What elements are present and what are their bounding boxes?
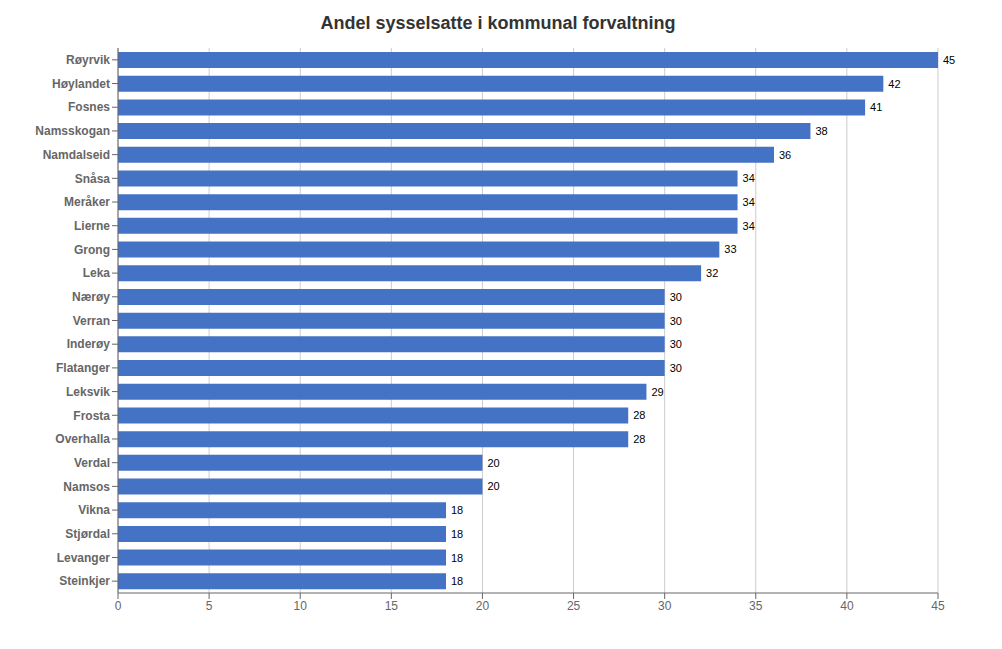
svg-text:Lierne: Lierne — [74, 219, 110, 233]
svg-text:Namdalseid: Namdalseid — [43, 148, 110, 162]
svg-text:20: 20 — [476, 599, 490, 613]
svg-text:Frosta: Frosta — [73, 409, 110, 423]
svg-text:5: 5 — [206, 599, 213, 613]
svg-text:Fosnes: Fosnes — [68, 100, 110, 114]
svg-text:20: 20 — [487, 457, 499, 469]
svg-text:28: 28 — [633, 409, 645, 421]
svg-text:33: 33 — [724, 243, 736, 255]
svg-text:38: 38 — [815, 125, 827, 137]
svg-text:0: 0 — [115, 599, 122, 613]
svg-text:34: 34 — [743, 220, 755, 232]
svg-text:30: 30 — [658, 599, 672, 613]
svg-text:18: 18 — [451, 575, 463, 587]
svg-text:Levanger: Levanger — [57, 551, 111, 565]
svg-text:41: 41 — [870, 101, 882, 113]
svg-text:Stjørdal: Stjørdal — [65, 527, 110, 541]
svg-text:Steinkjer: Steinkjer — [59, 574, 110, 588]
svg-text:18: 18 — [451, 552, 463, 564]
svg-text:30: 30 — [670, 338, 682, 350]
svg-text:30: 30 — [670, 291, 682, 303]
svg-text:Snåsa: Snåsa — [75, 172, 111, 186]
svg-text:18: 18 — [451, 504, 463, 516]
svg-text:15: 15 — [385, 599, 399, 613]
svg-text:Namsskogan: Namsskogan — [35, 124, 110, 138]
svg-text:35: 35 — [749, 599, 763, 613]
svg-text:34: 34 — [743, 196, 755, 208]
svg-text:Høylandet: Høylandet — [52, 77, 110, 91]
svg-text:28: 28 — [633, 433, 645, 445]
svg-text:Røyrvik: Røyrvik — [66, 53, 110, 67]
svg-text:45: 45 — [943, 54, 955, 66]
svg-text:Meråker: Meråker — [64, 195, 110, 209]
svg-text:45: 45 — [931, 599, 945, 613]
svg-text:34: 34 — [743, 172, 755, 184]
svg-text:18: 18 — [451, 528, 463, 540]
svg-text:10: 10 — [294, 599, 308, 613]
svg-text:Leksvik: Leksvik — [66, 385, 110, 399]
svg-text:40: 40 — [840, 599, 854, 613]
svg-text:36: 36 — [779, 149, 791, 161]
svg-text:Verran: Verran — [73, 314, 110, 328]
svg-text:Inderøy: Inderøy — [67, 337, 111, 351]
svg-text:Verdal: Verdal — [74, 456, 110, 470]
svg-text:Namsos: Namsos — [63, 480, 110, 494]
svg-text:Vikna: Vikna — [78, 503, 110, 517]
svg-text:Nærøy: Nærøy — [72, 290, 110, 304]
svg-text:30: 30 — [670, 362, 682, 374]
html-text:Andel sysselsatte i kommunal f: Andel sysselsatte i kommunal forvaltning — [320, 13, 676, 33]
svg-text:29: 29 — [651, 386, 663, 398]
svg-text:20: 20 — [487, 480, 499, 492]
svg-text:42: 42 — [888, 78, 900, 90]
svg-text:30: 30 — [670, 315, 682, 327]
svg-text:Overhalla: Overhalla — [55, 432, 110, 446]
svg-text:Grong: Grong — [74, 243, 110, 257]
svg-text:Leka: Leka — [83, 266, 111, 280]
svg-text:25: 25 — [567, 599, 581, 613]
svg-text:32: 32 — [706, 267, 718, 279]
svg-text:Flatanger: Flatanger — [56, 361, 110, 375]
